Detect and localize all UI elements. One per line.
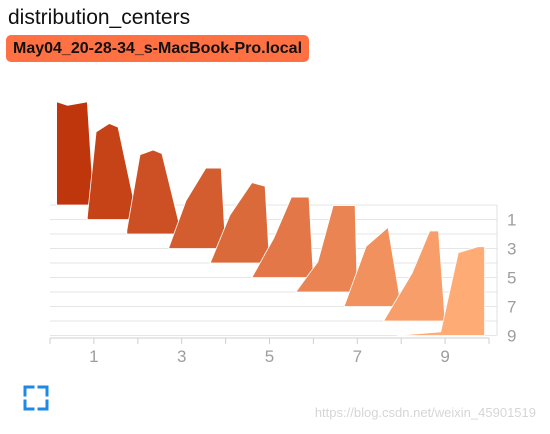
histogram-layers bbox=[56, 101, 486, 336]
expand-icon-graphic bbox=[23, 385, 49, 411]
run-badge[interactable]: May04_20-28-34_s-MacBook-Pro.local bbox=[6, 35, 310, 62]
histogram-ridge-step-2[interactable] bbox=[126, 149, 183, 235]
y-axis: 1 3 5 7 9 bbox=[496, 205, 516, 346]
x-tick-label: 9 bbox=[440, 347, 449, 366]
y-tick-label: 3 bbox=[507, 240, 516, 259]
chart-title: distribution_centers bbox=[8, 6, 191, 29]
histogram-ridge-step-8[interactable] bbox=[382, 230, 446, 322]
histogram-ridge-step-7[interactable] bbox=[343, 226, 402, 307]
histogram-ridge-step-0[interactable] bbox=[56, 101, 95, 206]
histogram-ridge-step-5[interactable] bbox=[251, 196, 314, 278]
y-tick-label: 1 bbox=[507, 211, 516, 230]
y-tick-label: 7 bbox=[507, 298, 516, 317]
watermark-text: https://blog.csdn.net/weixin_45901519 bbox=[314, 405, 536, 420]
histogram-ridge-step-3[interactable] bbox=[167, 167, 227, 249]
x-tick-label: 5 bbox=[265, 347, 274, 366]
fullscreen-expand-icon[interactable] bbox=[22, 384, 50, 412]
x-tick-label: 7 bbox=[353, 347, 362, 366]
y-tick-label: 5 bbox=[507, 269, 516, 288]
x-tick-label: 3 bbox=[177, 347, 186, 366]
histogram-ridge-step-9[interactable] bbox=[396, 246, 486, 336]
x-axis: 1 3 5 7 9 bbox=[49, 337, 490, 366]
histogram-ridge-step-6[interactable] bbox=[295, 205, 358, 293]
y-tick-label: 9 bbox=[507, 327, 516, 346]
histogram-ridge-step-1[interactable] bbox=[86, 123, 139, 220]
x-tick-label: 1 bbox=[89, 347, 98, 366]
